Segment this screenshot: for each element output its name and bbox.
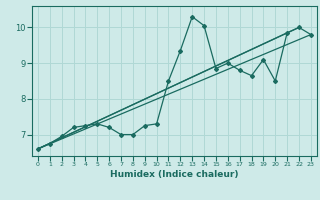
X-axis label: Humidex (Indice chaleur): Humidex (Indice chaleur) — [110, 170, 239, 179]
